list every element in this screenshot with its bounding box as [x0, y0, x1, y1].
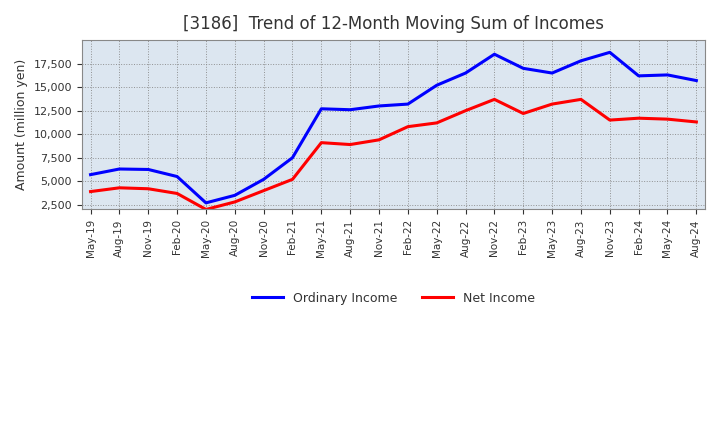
- Ordinary Income: [259, 177, 268, 182]
- Net Income: [403, 124, 412, 129]
- Ordinary Income: [519, 66, 528, 71]
- Ordinary Income: [202, 200, 210, 205]
- Net Income: [548, 102, 557, 107]
- Ordinary Income: [433, 83, 441, 88]
- Ordinary Income: [86, 172, 95, 177]
- Net Income: [374, 137, 383, 143]
- Ordinary Income: [230, 193, 239, 198]
- Net Income: [288, 177, 297, 182]
- Net Income: [346, 142, 354, 147]
- Ordinary Income: [606, 50, 614, 55]
- Ordinary Income: [346, 107, 354, 112]
- Net Income: [663, 117, 672, 122]
- Ordinary Income: [403, 102, 412, 107]
- Ordinary Income: [462, 70, 470, 76]
- Legend: Ordinary Income, Net Income: Ordinary Income, Net Income: [246, 287, 541, 310]
- Net Income: [86, 189, 95, 194]
- Ordinary Income: [577, 58, 585, 63]
- Net Income: [317, 140, 325, 145]
- Net Income: [202, 207, 210, 212]
- Ordinary Income: [548, 70, 557, 76]
- Net Income: [519, 111, 528, 116]
- Ordinary Income: [663, 72, 672, 77]
- Ordinary Income: [692, 78, 701, 83]
- Net Income: [173, 191, 181, 196]
- Line: Net Income: Net Income: [91, 99, 696, 209]
- Ordinary Income: [144, 167, 153, 172]
- Net Income: [144, 186, 153, 191]
- Net Income: [230, 199, 239, 205]
- Net Income: [634, 116, 643, 121]
- Net Income: [490, 97, 499, 102]
- Ordinary Income: [317, 106, 325, 111]
- Y-axis label: Amount (million yen): Amount (million yen): [15, 59, 28, 191]
- Net Income: [115, 185, 124, 191]
- Ordinary Income: [173, 174, 181, 179]
- Net Income: [577, 97, 585, 102]
- Net Income: [433, 120, 441, 125]
- Net Income: [462, 108, 470, 114]
- Ordinary Income: [634, 73, 643, 78]
- Net Income: [606, 117, 614, 123]
- Net Income: [692, 119, 701, 125]
- Ordinary Income: [288, 155, 297, 160]
- Ordinary Income: [115, 166, 124, 172]
- Line: Ordinary Income: Ordinary Income: [91, 52, 696, 203]
- Ordinary Income: [374, 103, 383, 109]
- Ordinary Income: [490, 51, 499, 57]
- Net Income: [259, 188, 268, 193]
- Title: [3186]  Trend of 12-Month Moving Sum of Incomes: [3186] Trend of 12-Month Moving Sum of I…: [183, 15, 604, 33]
